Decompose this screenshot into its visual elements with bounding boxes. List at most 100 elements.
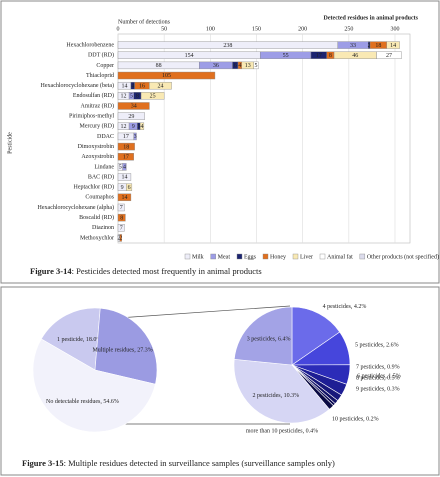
bar-segment	[117, 224, 125, 232]
y-tick-label: Hexachlorocyclohexane (alpha)	[38, 204, 114, 211]
bar-label: 8	[120, 215, 123, 221]
bar-label: 88	[156, 63, 162, 69]
y-axis-label: Pesticide	[7, 132, 13, 154]
y-tick-label: BAC (RD)	[88, 173, 114, 180]
y-tick-label: Mercury (RD)	[80, 123, 115, 130]
pie-slice	[94, 307, 158, 385]
y-tick-label: Copper	[96, 63, 114, 69]
x-tick-label: 100	[206, 26, 215, 32]
x-tick-label: 0	[117, 26, 120, 32]
y-tick-label: Boscalid (RD)	[79, 214, 114, 221]
x-tick-label: 150	[252, 26, 261, 32]
bar-label: 7	[120, 225, 123, 231]
figure-frame	[0, 0, 440, 284]
bar-label: 8	[136, 94, 139, 100]
x-tick-label: 250	[344, 26, 353, 32]
bar-label: 8	[329, 53, 332, 59]
bar-label: 9	[132, 124, 135, 130]
pie-slice	[233, 359, 330, 424]
bar-segment	[386, 41, 400, 49]
bar-segment	[117, 203, 125, 212]
legend-label: Liver	[300, 254, 313, 260]
bar-label: 4	[131, 83, 134, 89]
slice-label: 2 pesticides, 10.3%	[252, 393, 299, 399]
bar-label: 25	[150, 94, 156, 100]
legend-swatch	[236, 253, 243, 260]
slice-label: 7 pesticides, 0.9%	[356, 364, 400, 370]
pie-slice	[233, 306, 293, 366]
bar-segment	[117, 71, 216, 80]
pie-slice	[32, 338, 156, 433]
legend-swatch	[319, 253, 326, 260]
bar-label: 16	[139, 83, 145, 89]
bar-label: 154	[185, 53, 194, 59]
bar-label: 18	[375, 43, 381, 49]
bar-segment	[126, 183, 133, 191]
slice-label: 9 pesticides, 0.3%	[356, 386, 400, 392]
slice-label: No detectable residues, 54.6%	[46, 399, 119, 405]
bar-label: 34	[131, 104, 137, 110]
bar-label: 14	[121, 83, 127, 89]
legend-swatch	[359, 253, 366, 260]
y-tick-label: Dimoxystrobin	[78, 144, 114, 150]
legend-label: Eggs	[244, 254, 257, 260]
bar-segment	[149, 81, 172, 90]
bar-label: 105	[162, 73, 171, 79]
bar-segment	[122, 163, 127, 171]
bar-label: 29	[128, 114, 134, 120]
bar-label: 46	[352, 53, 358, 59]
x-axis-label: Number of detections	[118, 18, 171, 25]
figure-frame	[0, 286, 440, 476]
bar-label: 3	[137, 124, 140, 130]
y-tick-label: Heptachlor (RD)	[74, 184, 115, 191]
legend-swatch	[184, 253, 191, 260]
bar-label: 13	[245, 63, 251, 69]
y-tick-label: Methoxychlor	[80, 235, 114, 241]
bar-segment	[139, 122, 145, 130]
bar-label: 2	[117, 236, 120, 242]
legend-label: Honey	[270, 254, 286, 260]
legend-label: Animal fat	[327, 253, 353, 260]
bar-label: 12	[121, 124, 127, 130]
y-tick-label: Azoxystrobin	[81, 154, 114, 160]
bar-label: 5	[255, 63, 258, 69]
bar-segment	[117, 112, 145, 120]
bar-label: 4	[141, 124, 144, 130]
bar-label: 2	[368, 43, 371, 49]
bar-label: 36	[213, 63, 219, 69]
bar-label: 12	[121, 94, 127, 100]
caption: Figure 3-14: Pesticides detected most fr…	[30, 266, 262, 276]
y-tick-label: Amitraz (RD)	[81, 102, 115, 109]
slice-label: Multiple residues, 27.3%	[92, 347, 152, 353]
connector	[117, 305, 291, 319]
bar-label: 5	[119, 165, 122, 171]
bar-label: 7	[120, 205, 123, 211]
slice-label: 4 pesticides, 4.2%	[323, 304, 367, 310]
y-tick-label: Coumaphos	[85, 195, 114, 201]
bar-label: 33	[350, 43, 356, 49]
caption-text: : Pesticides detected most frequently in…	[72, 266, 262, 276]
bar-segment	[117, 173, 132, 181]
bar-label: 14	[390, 43, 396, 49]
header: Detected residues in animal products	[324, 15, 419, 21]
bar-segment	[117, 213, 126, 222]
slice-label: 3 pesticides, 6.4%	[247, 337, 291, 343]
legend-swatch	[210, 253, 216, 260]
bar-segment	[376, 51, 402, 59]
bar-label: 24	[157, 83, 163, 89]
bar-label: 18	[123, 144, 129, 150]
y-tick-label: Endosulfan (RD)	[73, 92, 114, 99]
bar-segment	[117, 153, 134, 161]
caption-label: Figure 3-15	[22, 458, 64, 468]
caption-text: : Multiple residues detected in surveill…	[64, 458, 335, 468]
bar-label: 55	[283, 53, 289, 59]
bar-label: 4	[238, 63, 241, 69]
legend-swatch	[262, 253, 269, 260]
bar-label: 9	[121, 185, 124, 191]
x-tick-label: 50	[161, 26, 167, 32]
y-tick-label: Pirimiphos-methyl	[69, 114, 114, 120]
slice-label: 6 pesticides, 1.5%	[357, 373, 401, 379]
slice-label: more than 10 pesticides, 0.4%	[246, 428, 318, 434]
bar-label: 6	[128, 185, 131, 191]
